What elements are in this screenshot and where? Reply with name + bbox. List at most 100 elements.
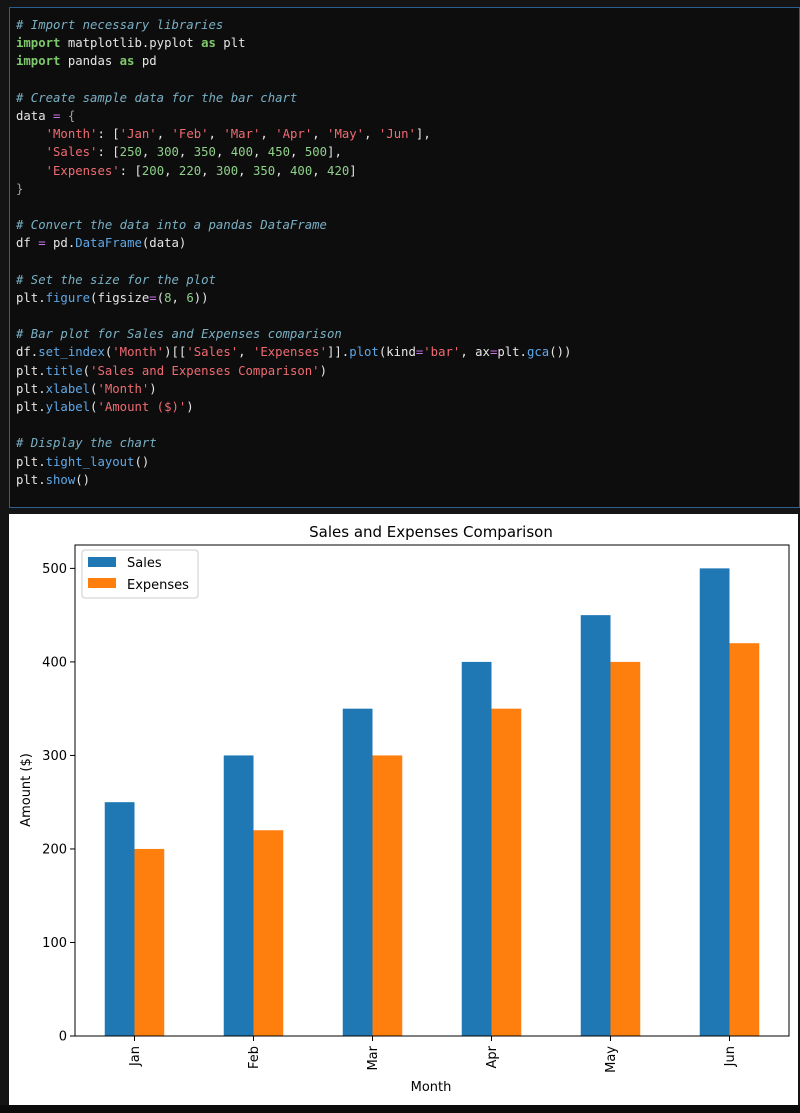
code-token-string: 'bar' <box>423 345 461 360</box>
y-tick-label: 400 <box>42 655 67 670</box>
code-token-default: pd. <box>45 236 76 251</box>
code-token-number: 350 <box>252 163 276 178</box>
code-line: # Import necessary libraries <box>16 16 571 34</box>
code-token-string: 'Jan' <box>119 127 157 142</box>
code-token-default <box>16 164 46 178</box>
code-token-number: 500 <box>304 145 328 160</box>
y-tick-label: 0 <box>59 1030 67 1045</box>
code-token-default: , <box>252 145 268 160</box>
code-token-keyword: as <box>119 54 135 69</box>
bars-layer <box>104 568 760 1036</box>
legend-label-sales: Sales <box>127 556 162 571</box>
code-token-default: plt. <box>16 290 46 305</box>
code-token-op: = <box>53 108 61 123</box>
code-token-default: ] <box>349 163 357 178</box>
code-token-func: gca <box>526 345 550 360</box>
code-token-default: ], <box>415 127 431 142</box>
code-token-default: plt. <box>16 399 46 414</box>
code-token-number: 300 <box>156 145 179 160</box>
code-token-default: , <box>164 163 179 178</box>
code-token-default: ]]. <box>327 345 350 360</box>
code-token-default: , <box>364 127 379 142</box>
code-token-default: , <box>201 163 216 178</box>
bar-chart: Sales and Expenses Comparison 0 100 200 300… <box>19 523 790 1095</box>
code-editor[interactable]: # Import necessary libraries import matpl… <box>16 16 571 489</box>
code-token-func: show <box>45 472 76 487</box>
code-line: plt.tight_layout() <box>16 453 571 471</box>
x-axis-label: Month <box>411 1080 452 1095</box>
code-token-number: 400 <box>230 145 253 160</box>
chart-title: Sales and Expenses Comparison <box>309 523 553 541</box>
bar-expenses-may <box>610 661 641 1036</box>
code-token-string: 'Month' <box>45 127 98 142</box>
y-axis-ticks: 0 100 200 300 400 500 <box>42 562 75 1045</box>
code-token-default: , <box>215 145 231 160</box>
code-token-keyword: import <box>16 54 61 69</box>
plot-frame <box>74 544 790 1037</box>
code-token-default: ( <box>156 290 165 305</box>
code-token-default: (kind <box>378 345 416 360</box>
code-token-default: )[[ <box>164 345 187 360</box>
code-token-number: 220 <box>178 163 202 178</box>
code-token-default: , <box>238 163 253 178</box>
code-token-default: , <box>156 127 172 142</box>
code-token-default <box>16 145 46 159</box>
code-token-comment: # Display the chart <box>16 436 157 451</box>
code-line: 'Expenses': [200, 220, 300, 350, 400, 42… <box>16 162 571 180</box>
code-token-string: 'May' <box>327 127 365 142</box>
code-line <box>16 416 571 434</box>
code-token-comment: # Set the size for the plot <box>16 272 216 287</box>
code-token-number: 300 <box>215 163 239 178</box>
y-tick-label: 100 <box>42 936 67 951</box>
code-token-string: 'Sales' <box>186 345 239 360</box>
code-cell[interactable]: # Import necessary libraries import matpl… <box>9 7 800 508</box>
code-token-default: ()) <box>549 345 572 360</box>
code-token-default: plt. <box>16 363 46 378</box>
code-token-default: plt <box>215 36 246 51</box>
code-line: data = { <box>16 107 571 125</box>
y-axis-label: Amount ($) <box>19 753 34 827</box>
code-line: plt.ylabel('Amount ($)') <box>16 398 571 416</box>
code-token-default: , ax <box>460 345 490 360</box>
code-token-string: 'Sales' <box>45 145 98 160</box>
bar-expenses-jun <box>729 643 760 1036</box>
code-token-string: 'Month' <box>97 381 150 396</box>
bar-sales-apr <box>461 661 492 1036</box>
code-token-number: 400 <box>290 163 313 178</box>
code-token-comment: # Import necessary libraries <box>16 18 224 32</box>
code-token-default: : [ <box>119 163 142 178</box>
code-line: # Display the chart <box>16 434 571 452</box>
code-token-brace: } <box>16 181 24 196</box>
code-token-default: : [ <box>97 145 120 160</box>
code-line <box>16 198 571 216</box>
code-line: df.set_index('Month')[['Sales', 'Expense… <box>16 343 571 361</box>
code-token-string: 'Amount ($)' <box>97 399 187 414</box>
code-token-func: tight_layout <box>45 454 135 469</box>
code-line: import matplotlib.pyplot as plt <box>16 34 571 52</box>
code-token-string: 'Expenses' <box>252 345 327 360</box>
code-token-string: 'Feb' <box>171 127 209 142</box>
bar-sales-may <box>580 615 611 1036</box>
code-token-func: set_index <box>38 345 105 360</box>
code-token-number: 200 <box>141 163 165 178</box>
code-token-default: ], <box>327 145 342 160</box>
code-token-default: , <box>312 163 328 178</box>
code-token-default: , <box>141 145 157 160</box>
x-axis-ticks: Jan Feb Mar Apr May Jun <box>128 1036 738 1073</box>
code-token-func: xlabel <box>45 381 91 396</box>
code-token-default <box>60 109 67 123</box>
code-line: 'Month': ['Jan', 'Feb', 'Mar', 'Apr', 'M… <box>16 125 571 143</box>
x-tick-label: Apr <box>485 1045 500 1068</box>
code-token-default: ( <box>82 363 91 378</box>
legend-swatch-sales <box>88 557 116 567</box>
code-token-default: ) <box>319 363 327 378</box>
code-token-default: plt. <box>16 472 46 487</box>
code-token-default: df. <box>16 345 39 360</box>
code-token-comment: # Convert the data into a pandas DataFra… <box>16 218 327 233</box>
code-token-default: () <box>75 472 91 487</box>
code-token-number: 350 <box>193 145 216 160</box>
code-token-string: 'Apr' <box>275 127 313 142</box>
bar-expenses-mar <box>372 755 403 1036</box>
bar-sales-mar <box>342 708 373 1036</box>
